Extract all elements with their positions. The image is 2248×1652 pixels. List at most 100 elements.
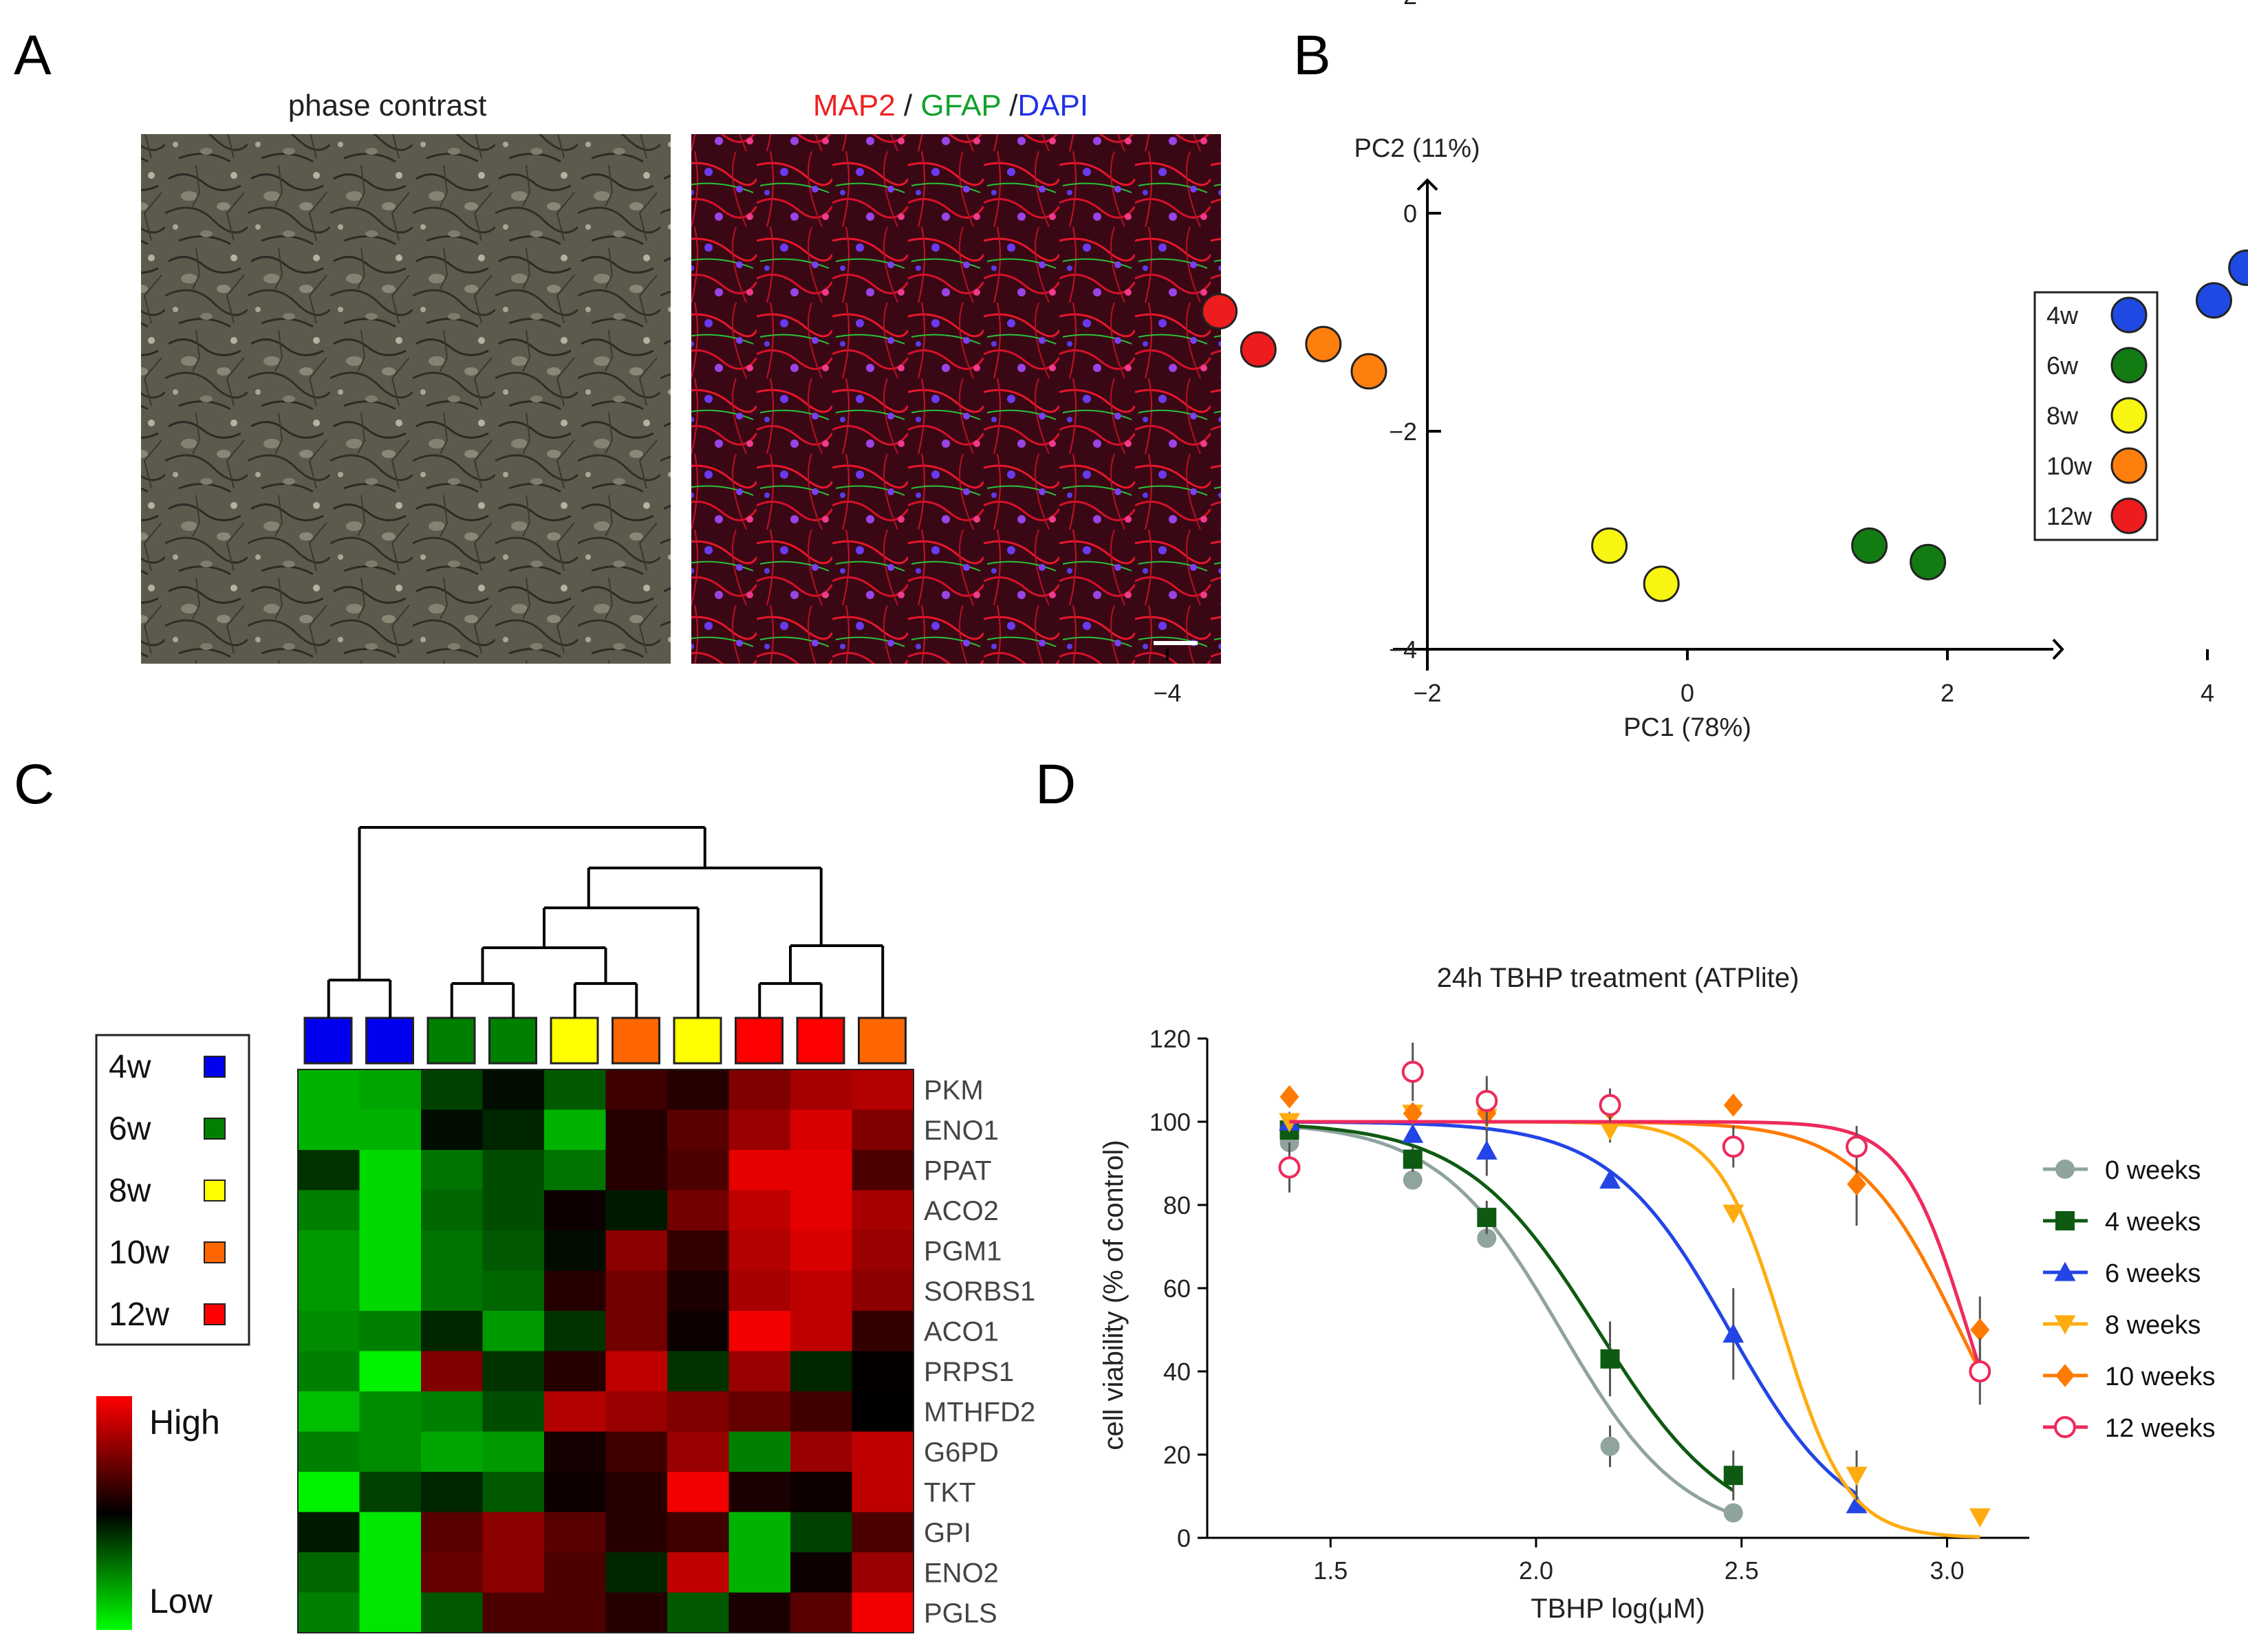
data-point (1403, 1149, 1423, 1169)
data-point (1278, 1156, 1301, 1179)
heatmap-cell (298, 1190, 360, 1231)
heatmap-column-marker (796, 1017, 845, 1065)
heatmap-row-label: PKM (924, 1075, 984, 1105)
x-tick-label: 2.0 (1519, 1556, 1553, 1585)
heatmap-cell (605, 1552, 668, 1594)
data-point (1969, 1508, 1991, 1528)
pca-point (1240, 331, 1277, 368)
heatmap-cell (482, 1150, 545, 1191)
heatmap-cell (421, 1190, 484, 1231)
heatmap-cell (728, 1552, 791, 1594)
heatmap-cell (790, 1190, 853, 1231)
heatmap-cell (852, 1472, 914, 1513)
legend-label: 6 weeks (2105, 1259, 2201, 1288)
heatmap-cell (728, 1391, 791, 1433)
x-tick-label: 4 (2201, 679, 2214, 707)
heatmap-cell (544, 1230, 607, 1272)
heatmap-column-marker (858, 1017, 907, 1065)
heatmap-cell (728, 1472, 791, 1513)
heatmap-cell (421, 1311, 484, 1352)
heatmap-cell (605, 1069, 668, 1111)
heatmap-legend-marker (204, 1180, 226, 1202)
heatmap-cell (728, 1190, 791, 1231)
y-axis-arrow (1416, 178, 1438, 191)
data-point (1401, 1061, 1424, 1083)
heatmap-cell (544, 1190, 607, 1231)
heatmap-cell (482, 1109, 545, 1151)
heatmap-cell (790, 1431, 853, 1472)
heatmap-cell (605, 1592, 668, 1633)
heatmap-legend-label: 8w (109, 1173, 151, 1209)
heatmap-cell (728, 1270, 791, 1312)
heatmap-cell (667, 1552, 730, 1594)
data-point (1846, 1135, 1868, 1158)
heatmap-row-label: PRPS1 (924, 1357, 1014, 1387)
x-tick-label: 2 (1941, 679, 1954, 707)
heatmap-cell (421, 1592, 484, 1633)
data-point (1846, 1466, 1868, 1486)
heatmap-cell (359, 1230, 422, 1272)
pca-point (1591, 527, 1628, 564)
heatmap-cell (544, 1512, 607, 1553)
y-tick-label: 80 (1163, 1191, 1191, 1219)
data-point (1600, 1436, 1620, 1456)
heatmap-cell (667, 1391, 730, 1433)
heatmap-legend-label: 12w (109, 1296, 169, 1333)
heatmap-cell (667, 1592, 730, 1633)
heatmap-cell (482, 1190, 545, 1231)
heatmap-cell (298, 1311, 360, 1352)
legend-label: 12 weeks (2105, 1414, 2216, 1443)
heatmap-cell (359, 1552, 422, 1594)
pca-legend-label: 10w (2046, 452, 2093, 480)
data-point (1279, 1085, 1299, 1109)
x-axis-label: TBHP log(μM) (1531, 1594, 1705, 1624)
fit-curve (1289, 1120, 1982, 1372)
data-point (1403, 1102, 1423, 1125)
heatmap-legend-marker (204, 1303, 226, 1325)
pca-legend-label: 6w (2046, 351, 2079, 380)
heatmap-cell (667, 1230, 730, 1272)
heatmap-row-label: GPI (924, 1518, 971, 1548)
heatmap-cell (852, 1592, 914, 1633)
color-scale-bar (96, 1396, 132, 1630)
dapi-label: DAPI (1017, 89, 1088, 122)
pca-point (1350, 353, 1387, 390)
data-point (1723, 1466, 1743, 1486)
heatmap-cell (298, 1351, 360, 1392)
y-axis-label: cell viability (% of control) (1099, 1140, 1129, 1450)
stain-separator-2: / (1001, 89, 1018, 122)
heatmap-cell (482, 1391, 545, 1433)
panel-label-a: A (14, 24, 52, 87)
heatmap-cell (298, 1109, 360, 1151)
heatmap-cell (605, 1391, 668, 1433)
heatmap-cell (482, 1552, 545, 1594)
heatmap-cell (421, 1391, 484, 1433)
panel-a: phase contrast MAP2 / GFAP /DAPI (141, 89, 1221, 664)
data-point (2054, 1416, 2076, 1438)
pca-legend-marker (2110, 347, 2148, 384)
data-point (1846, 1494, 1868, 1514)
heatmap-cell (544, 1150, 607, 1191)
dose-chart-title: 24h TBHP treatment (ATPlite) (1437, 963, 1800, 993)
y-axis-label: PC2 (11%) (1354, 134, 1480, 163)
heatmap-cell (852, 1150, 914, 1191)
heatmap-cell (359, 1270, 422, 1312)
heatmap-cell (605, 1351, 668, 1392)
heatmap-cell (728, 1069, 791, 1111)
data-point (1723, 1094, 1743, 1117)
dose-response-chart: 24h TBHP treatment (ATPlite) 1.5 2.0 2.5 3.0… (1099, 963, 2216, 1624)
heatmap-cell (790, 1552, 853, 1594)
heatmap-cell (852, 1190, 914, 1231)
heatmap-cell (605, 1150, 668, 1191)
heatmap-cell (359, 1069, 422, 1111)
heatmap-cell (359, 1351, 422, 1392)
heatmap-cell (421, 1109, 484, 1151)
heatmap-column-marker (612, 1017, 660, 1065)
heatmap-cell (790, 1391, 853, 1433)
legend-label: 4 weeks (2105, 1208, 2201, 1237)
heatmap-cell (605, 1512, 668, 1553)
fit-curve (1289, 1120, 1858, 1496)
heatmap-legend-marker (204, 1118, 226, 1140)
heatmap-cell (544, 1351, 607, 1392)
heatmap-cell (482, 1270, 545, 1312)
